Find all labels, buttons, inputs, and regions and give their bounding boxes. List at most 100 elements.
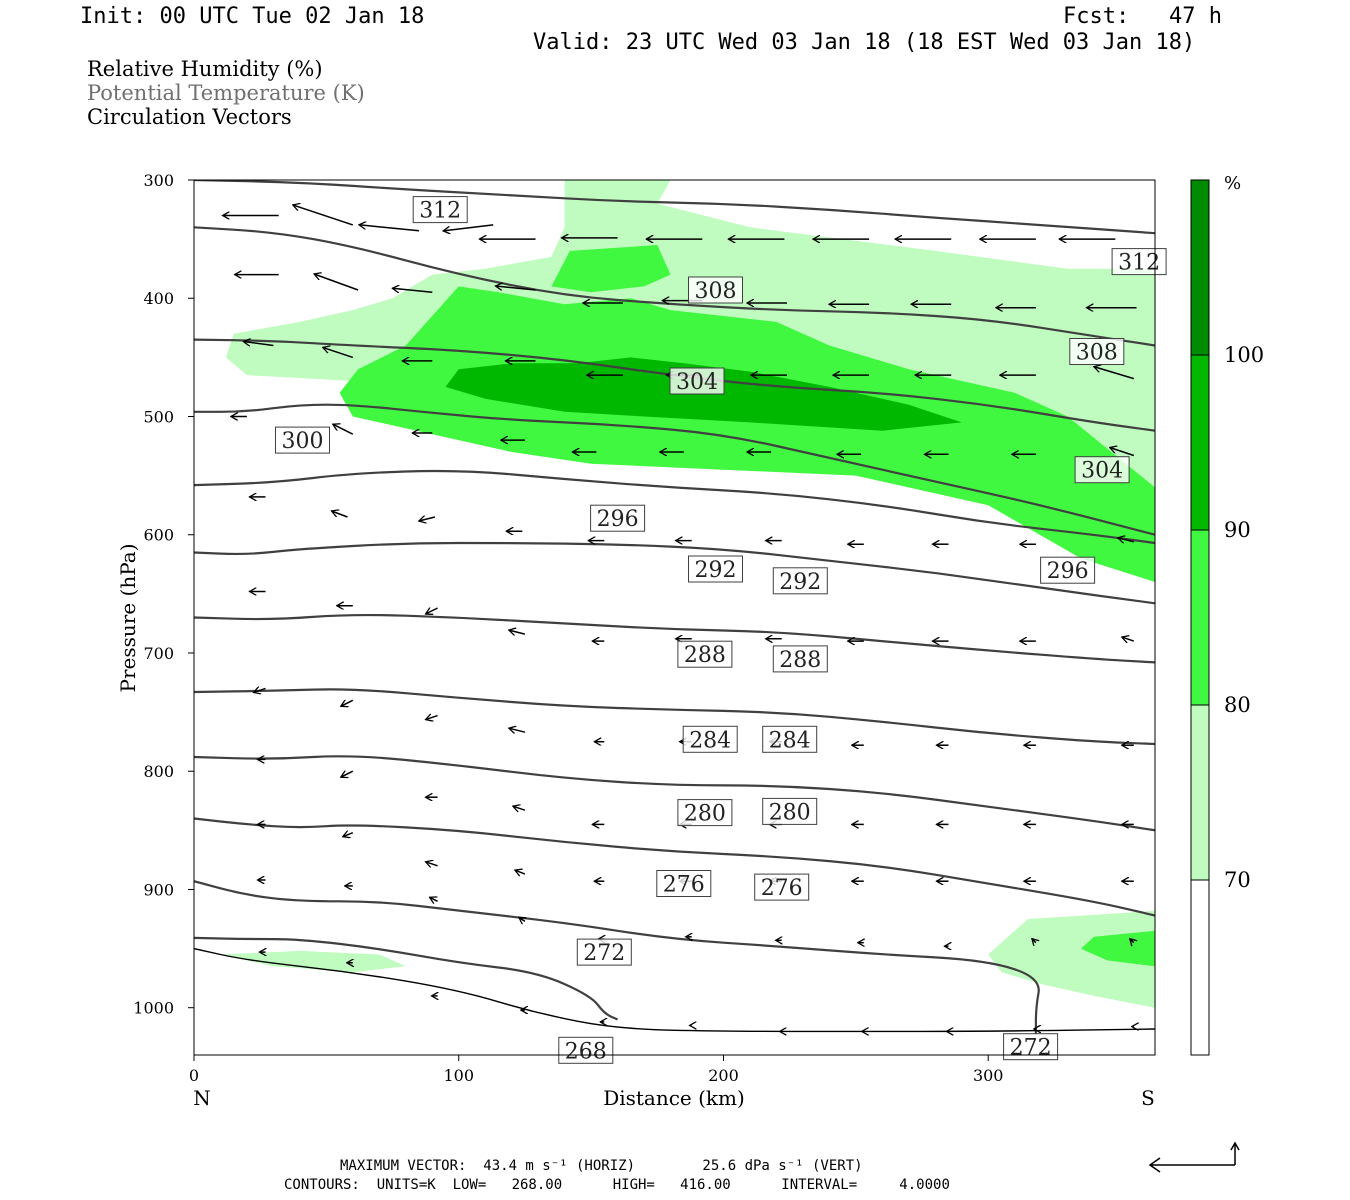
circulation-vector — [513, 806, 526, 810]
contour-label-box — [688, 276, 743, 304]
colorbar-level-label: 80 — [1224, 693, 1251, 717]
theta-contour-308 — [194, 226, 1155, 347]
colorbar-level-label: 100 — [1224, 343, 1264, 367]
circulation-vector — [430, 897, 438, 901]
circulation-vector — [426, 862, 438, 866]
x-tick-label: 300 — [973, 1066, 1004, 1085]
circulation-vector — [343, 833, 354, 837]
contour-label: 304 — [676, 370, 718, 395]
circulation-vector — [341, 771, 354, 777]
x-axis-title: Distance (km) — [603, 1086, 745, 1110]
contour-label-box — [656, 870, 712, 897]
contour-label-box — [1111, 248, 1167, 276]
circulation-vector — [1094, 367, 1135, 380]
contour-label: 296 — [1047, 559, 1089, 584]
forecast-hour: Fcst: 47 h — [1063, 4, 1222, 29]
circulation-vector — [426, 608, 438, 614]
theta-contour-300 — [194, 403, 1155, 536]
contour-label-box — [275, 426, 330, 454]
colorbar-unit: % — [1224, 173, 1241, 194]
theta-contour-292 — [194, 541, 1155, 605]
contour-label-box — [1040, 556, 1096, 584]
circulation-vector — [1130, 939, 1134, 943]
circulation-vector — [359, 225, 420, 232]
circulation-vector — [443, 224, 494, 231]
circulation-vector — [496, 286, 536, 291]
terrain-line — [194, 947, 1155, 1033]
colorbar-band — [1191, 705, 1209, 880]
theta-contour-288 — [194, 613, 1155, 664]
contour-label-box — [412, 196, 468, 224]
contour-labels: 312 312 308 308 304 304 300 296 296 292 292 288 288 2… — [275, 196, 1167, 1064]
contour-label-box — [762, 797, 818, 825]
contour-label-box — [669, 367, 725, 395]
contour-label: 272 — [583, 941, 625, 966]
circulation-vector — [1032, 939, 1036, 943]
colorbar-band — [1191, 180, 1209, 355]
circulation-vector — [323, 347, 354, 359]
circulation-vector — [509, 728, 526, 732]
init-time: Init: 00 UTC Tue 02 Jan 18 — [80, 4, 425, 29]
arrow-left-up-icon — [1148, 1141, 1240, 1173]
x-end-label-north: N — [193, 1086, 211, 1110]
theta-contour-312 — [194, 180, 1155, 235]
contour-label: 288 — [684, 643, 726, 668]
theta-contour-272 — [194, 880, 1040, 1034]
contour-label-box — [590, 504, 646, 532]
contour-label: 280 — [684, 802, 726, 827]
contour-label: 292 — [695, 558, 737, 583]
theta-contour-304 — [194, 338, 1155, 432]
rh-80-region — [339, 286, 1155, 582]
y-tick-label: 1000 — [133, 999, 174, 1018]
colorbar-frame — [1190, 179, 1210, 1056]
x-tick-label: 0 — [189, 1066, 199, 1085]
theta-contour-280 — [194, 755, 1155, 832]
circulation-vector — [293, 205, 354, 226]
contour-label-box — [1069, 338, 1125, 365]
contour-label: 276 — [761, 876, 803, 901]
contour-label: 312 — [419, 199, 461, 224]
contour-label-box — [1074, 456, 1130, 484]
circulation-vector — [1118, 538, 1134, 542]
colorbar-band — [1191, 530, 1209, 705]
contour-label: 284 — [689, 728, 731, 753]
y-tick-label: 900 — [143, 880, 174, 899]
field-rh-label: Relative Humidity (%) — [87, 57, 323, 81]
contour-label-box — [558, 1036, 614, 1064]
contour-label: 272 — [1010, 1036, 1052, 1061]
circulation-vector — [1122, 637, 1135, 641]
contour-label: 276 — [663, 873, 705, 898]
circulation-vector — [1110, 448, 1135, 457]
contour-label: 312 — [1118, 251, 1160, 276]
y-tick-label: 700 — [143, 644, 174, 663]
theta-contours — [194, 180, 1155, 1034]
contour-label: 308 — [1076, 341, 1118, 366]
x-tick-label: 100 — [443, 1066, 474, 1085]
contour-label-box — [772, 645, 828, 673]
contour-label-box — [677, 799, 733, 827]
theta-contour-268 — [194, 936, 619, 1021]
colorbar: 100 90 80 70% — [1190, 173, 1264, 1056]
valid-time: Valid: 23 UTC Wed 03 Jan 18 (18 EST Wed … — [533, 30, 1196, 55]
reference-vector — [1148, 1141, 1240, 1173]
y-tick-label: 600 — [143, 526, 174, 545]
contour-label-box — [762, 725, 818, 753]
y-tick-label: 500 — [143, 407, 174, 426]
theta-contour-284 — [194, 688, 1155, 746]
theta-contour-296 — [194, 469, 1155, 545]
y-tick-label: 300 — [143, 171, 174, 190]
contour-label-box — [682, 725, 738, 753]
max-vector-text: MAXIMUM VECTOR: 43.4 m s⁻¹ (HORIZ) 25.6 … — [340, 1158, 863, 1174]
contour-label: 292 — [779, 570, 821, 595]
circulation-vector — [254, 688, 266, 692]
circulation-vector — [419, 517, 436, 521]
contour-label: 300 — [282, 429, 324, 454]
y-axis-title: Pressure (hPa) — [116, 544, 140, 693]
rh-80-region — [551, 245, 671, 293]
rh-70-region — [220, 950, 406, 973]
x-tick-label: 200 — [708, 1066, 739, 1085]
x-end-label-south: S — [1141, 1086, 1155, 1110]
contour-label: 284 — [769, 728, 811, 753]
circulation-vector — [314, 274, 359, 291]
